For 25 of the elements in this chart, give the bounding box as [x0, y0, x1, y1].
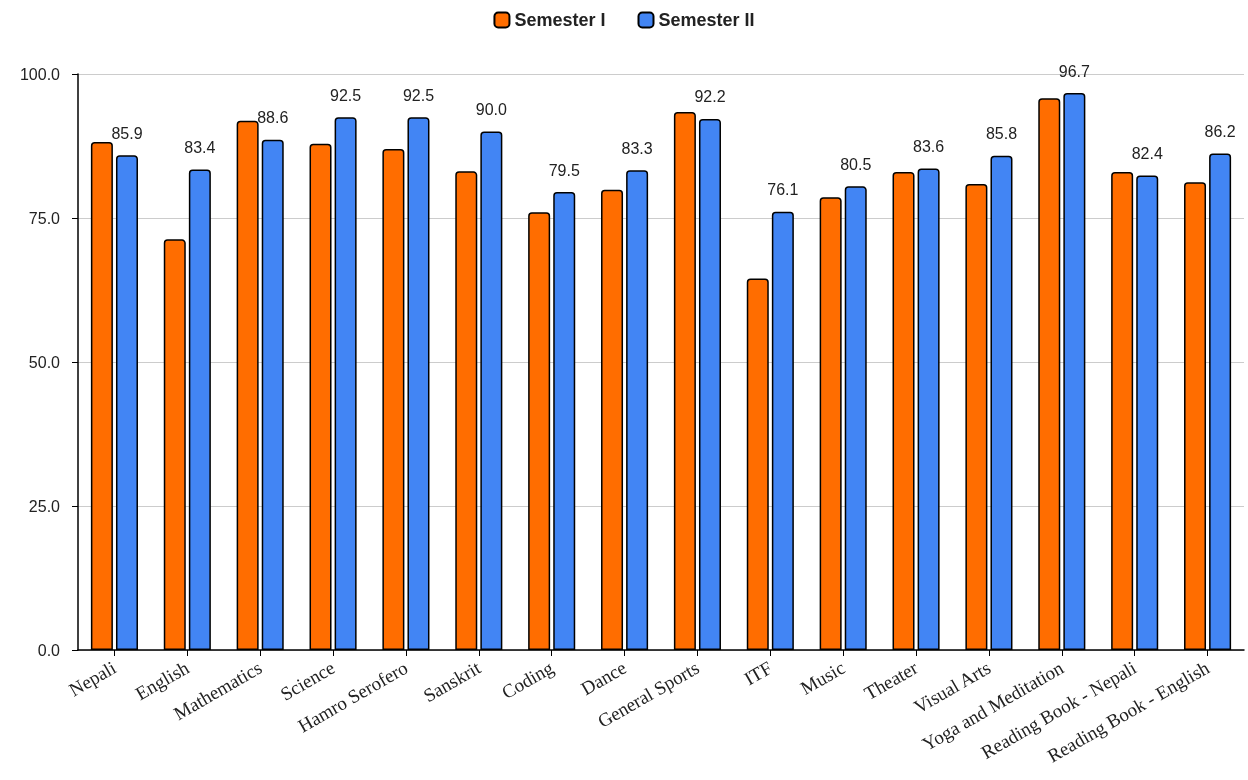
- data-label: 83.6: [913, 137, 945, 155]
- y-tick-label: 100.0: [19, 65, 61, 83]
- data-label: 85.8: [985, 125, 1018, 143]
- y-tick-label: 25.0: [28, 497, 61, 515]
- data-label: 92.5: [330, 86, 362, 104]
- data-label: 83.3: [621, 139, 653, 157]
- data-label: 86.2: [1204, 122, 1236, 140]
- y-tick-label: 0.0: [37, 641, 61, 659]
- data-label: 79.5: [548, 161, 580, 179]
- data-label: 92.5: [402, 86, 435, 104]
- x-tick-label: Music: [796, 656, 849, 699]
- data-label: 85.9: [111, 124, 143, 142]
- data-label: 80.5: [840, 155, 872, 173]
- y-tick-label: 75.0: [28, 209, 61, 227]
- data-label: 90.0: [475, 101, 508, 119]
- data-label: 82.4: [1131, 144, 1163, 162]
- data-label: 83.4: [184, 139, 216, 157]
- y-tick-label: 50.0: [28, 353, 61, 371]
- x-tick-label: ITF: [740, 656, 776, 690]
- legend-label: Semester II: [658, 10, 755, 30]
- data-label: 88.6: [257, 109, 289, 127]
- data-label: 92.2: [694, 88, 726, 106]
- data-label: 96.7: [1058, 62, 1091, 80]
- legend-label: Semester I: [514, 10, 606, 30]
- data-label: 76.1: [767, 181, 799, 199]
